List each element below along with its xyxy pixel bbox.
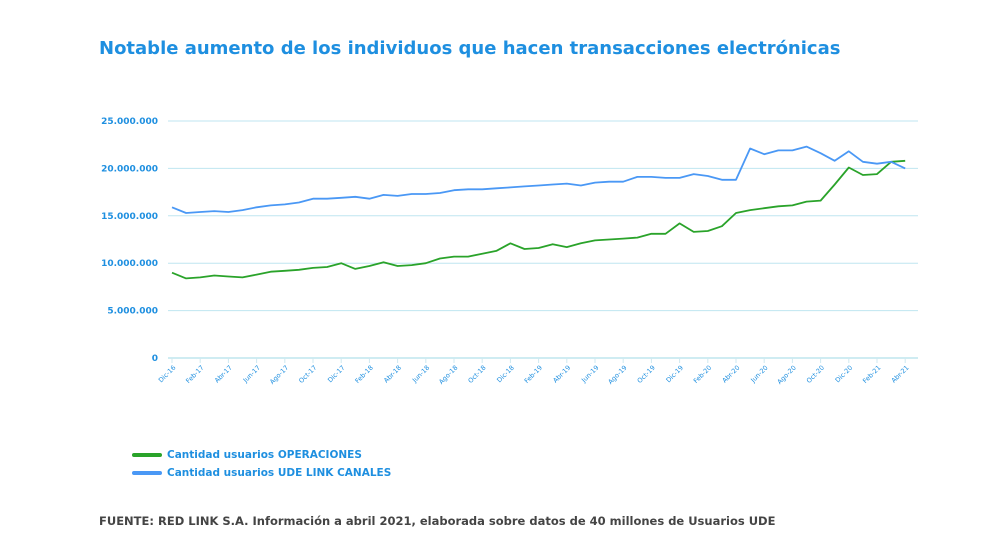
x-tick-label: Oct-17 — [297, 364, 318, 385]
y-tick-label: 0 — [152, 354, 158, 364]
x-tick-label: Ago-18 — [437, 364, 459, 386]
x-tick-label: Dic-18 — [495, 364, 516, 385]
legend-item-canales: Cantidad usuarios UDE LINK CANALES — [132, 467, 391, 479]
x-tick-label: Abr-17 — [213, 364, 234, 385]
x-tick-label: Dic-20 — [834, 364, 855, 385]
x-tick-label: Dic-16 — [157, 364, 178, 385]
x-tick-label: Oct-19 — [636, 364, 657, 385]
chart-title: Notable aumento de los individuos que ha… — [99, 38, 841, 59]
x-tick-label: Dic-17 — [326, 364, 347, 385]
x-tick-label: Jun-18 — [410, 364, 431, 385]
x-tick-label: Ago-20 — [776, 364, 798, 386]
y-tick-label: 15.000.000 — [101, 212, 158, 222]
x-tick-label: Feb-18 — [354, 364, 375, 385]
x-tick-label: Abr-21 — [890, 364, 911, 385]
x-tick-label: Oct-18 — [467, 364, 488, 385]
x-tick-label: Abr-18 — [382, 364, 403, 385]
y-tick-label: 20.000.000 — [101, 164, 158, 174]
x-tick-label: Ago-19 — [606, 364, 628, 386]
series-line-operaciones — [171, 159, 906, 280]
y-tick-label: 25.000.000 — [101, 117, 158, 127]
x-tick-label: Feb-20 — [692, 364, 713, 385]
x-tick-label: Jun-19 — [579, 364, 600, 385]
x-tick-label: Feb-17 — [184, 364, 205, 385]
x-tick-label: Feb-21 — [861, 364, 882, 385]
legend-label: Cantidad usuarios UDE LINK CANALES — [167, 467, 392, 479]
x-tick-label: Jun-20 — [749, 364, 770, 385]
source-note: FUENTE: RED LINK S.A. Información a abri… — [99, 514, 776, 528]
legend-swatch-green — [132, 453, 162, 457]
legend-label: Cantidad usuarios OPERACIONES — [167, 449, 362, 461]
series-line-canales — [171, 145, 906, 214]
y-tick-label: 5.000.000 — [107, 307, 158, 317]
y-tick-label: 10.000.000 — [101, 259, 158, 269]
x-tick-label: Abr-19 — [551, 364, 572, 385]
legend-swatch-blue — [132, 471, 162, 475]
x-tick-label: Abr-20 — [721, 364, 742, 385]
x-tick-label: Oct-20 — [805, 364, 826, 385]
x-tick-label: Feb-19 — [523, 364, 544, 385]
legend-item-operaciones: Cantidad usuarios OPERACIONES — [132, 449, 362, 461]
x-tick-label: Ago-17 — [268, 364, 290, 386]
line-chart: 0 5.000.000 10.000.000 15.000.000 20.000.000… — [101, 117, 918, 386]
x-tick-label: Dic-19 — [664, 364, 685, 385]
x-tick-label: Jun-17 — [241, 364, 262, 385]
